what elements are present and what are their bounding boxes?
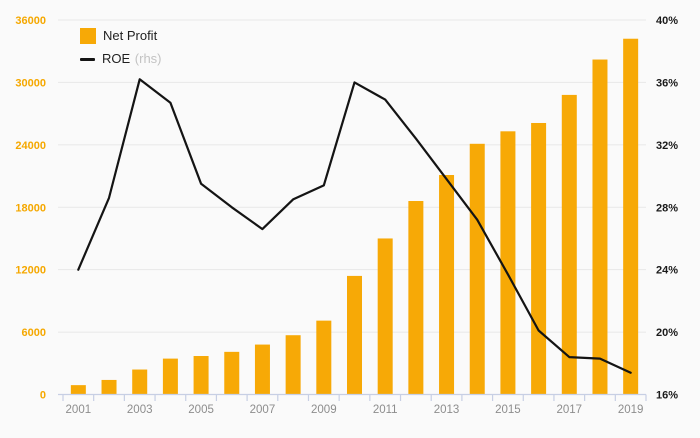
bar-2011 xyxy=(377,238,393,395)
bar-2018 xyxy=(592,59,608,395)
left-axis-label: 30000 xyxy=(15,77,46,89)
legend-item-roe: ROE (rhs) xyxy=(80,51,162,67)
bar-2007 xyxy=(254,344,270,395)
x-axis-label: 2003 xyxy=(127,404,153,416)
x-axis-label: 2007 xyxy=(250,404,276,416)
bar-2010 xyxy=(347,275,362,395)
left-axis-label: 12000 xyxy=(15,265,46,277)
right-axis-label: 40% xyxy=(656,15,678,27)
bar-2008 xyxy=(285,335,301,395)
bar-2013 xyxy=(439,175,455,395)
left-axis-label: 36000 xyxy=(15,15,46,27)
bar-2005 xyxy=(193,356,209,395)
bar-2002 xyxy=(101,379,117,395)
right-axis-label: 16% xyxy=(656,390,678,402)
x-axis-label: 2011 xyxy=(373,404,398,416)
left-axis-label: 18000 xyxy=(15,202,46,214)
legend-label-roe: ROE (rhs) xyxy=(102,51,162,66)
bar-2003 xyxy=(132,369,148,395)
bar-2015 xyxy=(500,131,516,395)
right-axis-labels: 16% 20% 24% 28% 32% 36% 40% xyxy=(656,15,678,402)
x-axis-label: 2015 xyxy=(495,404,521,416)
legend-label-net-profit: Net Profit xyxy=(103,28,158,43)
left-axis-label: 6000 xyxy=(22,327,46,339)
left-axis-label: 24000 xyxy=(15,140,46,152)
bar-2012 xyxy=(408,201,424,395)
bar-2006 xyxy=(224,351,240,395)
legend-label-roe-suffix: (rhs) xyxy=(134,51,162,66)
x-axis-label: 2019 xyxy=(618,404,644,416)
right-axis-label: 32% xyxy=(656,140,678,152)
x-axis xyxy=(58,393,647,401)
legend: Net Profit ROE (rhs) xyxy=(80,28,162,67)
left-axis-labels: 0 6000 12000 18000 24000 30000 36000 xyxy=(15,15,46,402)
x-axis-label: 2013 xyxy=(434,404,460,416)
x-axis-label: 2001 xyxy=(66,404,92,416)
bar-2019 xyxy=(623,38,639,395)
x-axis-label: 2017 xyxy=(556,404,582,416)
gridlines xyxy=(58,19,646,333)
bar-2016 xyxy=(531,122,547,395)
net-profit-swatch-icon xyxy=(80,28,96,44)
bar-2009 xyxy=(316,320,332,395)
legend-item-net-profit: Net Profit xyxy=(80,28,162,44)
bar-2001 xyxy=(70,385,86,395)
x-axis-labels: 2001 2003 2005 2007 2009 2011 2013 2015 2017 2019 xyxy=(66,404,644,416)
roe-line-swatch-icon xyxy=(80,57,95,61)
bar-2017 xyxy=(561,94,577,395)
bar-2014 xyxy=(469,143,485,395)
bar-2004 xyxy=(162,358,178,395)
right-axis-label: 28% xyxy=(656,202,678,214)
net-profit-bars xyxy=(70,38,639,395)
roe-line xyxy=(77,78,632,374)
x-axis-label: 2005 xyxy=(188,404,214,416)
right-axis-label: 36% xyxy=(656,77,678,89)
right-axis-label: 24% xyxy=(656,265,678,277)
left-axis-label: 0 xyxy=(40,390,46,402)
right-axis-label: 20% xyxy=(656,327,678,339)
x-axis-label: 2009 xyxy=(311,404,337,416)
